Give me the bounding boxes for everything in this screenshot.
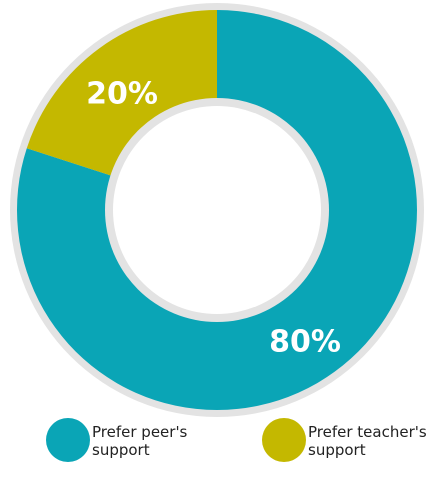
- legend-label: Prefer peer's support: [92, 423, 188, 459]
- legend-swatch: [46, 418, 90, 462]
- slice: [16, 10, 417, 410]
- hole: [113, 106, 321, 314]
- chart: 80% 20%: [10, 3, 424, 417]
- data-label: 20%: [86, 77, 158, 112]
- slice: [26, 10, 217, 177]
- data-label: 80%: [269, 325, 341, 360]
- legend-swatch: [262, 418, 306, 462]
- legend-label: Prefer teacher's support: [308, 423, 427, 459]
